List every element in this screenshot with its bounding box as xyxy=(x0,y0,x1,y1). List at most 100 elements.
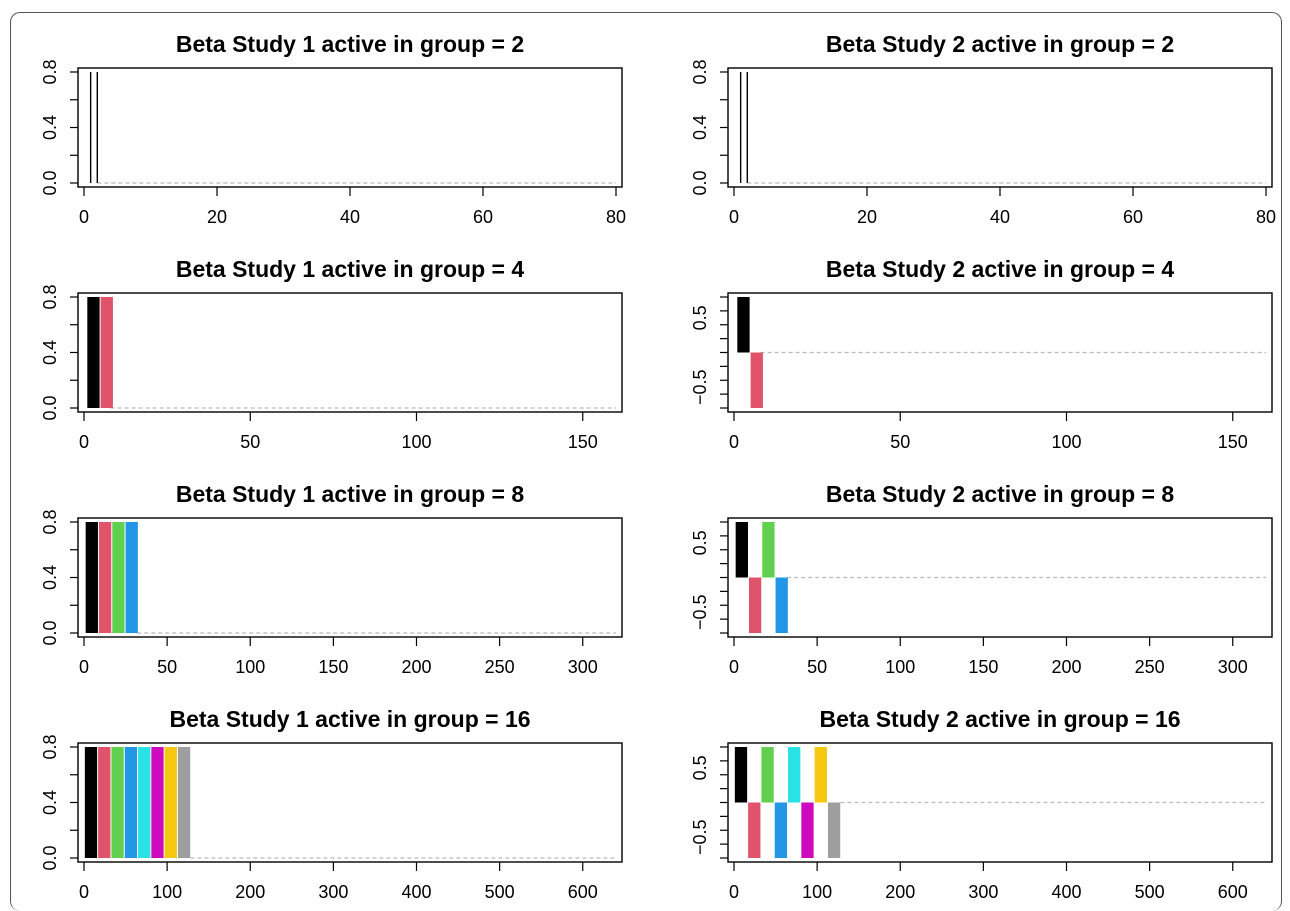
x-tick-label: 40 xyxy=(990,207,1010,227)
bar-group-1 xyxy=(89,72,92,183)
x-tick-label: 250 xyxy=(485,657,515,677)
y-tick-label: 0.0 xyxy=(40,170,60,195)
plot-frame xyxy=(77,292,623,413)
chart-title: Beta Study 1 active in group = 4 xyxy=(176,256,524,282)
x-tick-label: 150 xyxy=(1218,432,1248,452)
bar-group-2 xyxy=(100,297,113,408)
chart-title: Beta Study 1 active in group = 16 xyxy=(169,706,530,732)
x-tick-label: 200 xyxy=(885,882,915,902)
x-tick-label: 300 xyxy=(318,882,348,902)
plot-frame xyxy=(77,67,623,188)
x-tick-label: 150 xyxy=(318,657,348,677)
bar-group-4 xyxy=(775,577,788,633)
chart-title: Beta Study 2 active in group = 16 xyxy=(819,706,1180,732)
y-tick-label: 0.4 xyxy=(40,115,60,140)
bar-group-2 xyxy=(750,352,763,408)
bar-group-2 xyxy=(748,802,761,858)
y-tick-label: 0.5 xyxy=(690,755,710,780)
bar-group-7 xyxy=(164,747,177,858)
plot-frame xyxy=(77,517,623,638)
bar-group-3 xyxy=(111,747,124,858)
y-tick-label: 0.8 xyxy=(690,59,710,84)
x-tick-label: 200 xyxy=(1051,657,1081,677)
bar-group-2 xyxy=(746,72,748,183)
x-tick-label: 600 xyxy=(568,882,598,902)
x-tick-label: 60 xyxy=(1123,207,1143,227)
x-tick-label: 600 xyxy=(1218,882,1248,902)
x-tick-label: 0 xyxy=(729,207,739,227)
bar-group-1 xyxy=(85,522,98,633)
x-tick-label: 50 xyxy=(890,432,910,452)
chart-panel-3: Beta Study 1 active in group = 4 0 50 100 15… xyxy=(40,256,623,452)
bar-group-2 xyxy=(98,522,112,633)
x-tick-label: 100 xyxy=(235,657,265,677)
bar-group-3 xyxy=(762,522,775,578)
bar-group-3 xyxy=(112,522,125,633)
figure-frame xyxy=(10,12,1282,911)
x-tick-label: 500 xyxy=(1135,882,1165,902)
x-tick-label: 0 xyxy=(79,207,89,227)
y-tick-label: 0.8 xyxy=(40,284,60,309)
x-tick-label: 50 xyxy=(807,657,827,677)
bar-group-5 xyxy=(138,747,151,858)
chart-panel-7: Beta Study 1 active in group = 16 0 100 200… xyxy=(40,706,623,902)
bar-group-1 xyxy=(737,297,750,353)
bar-group-3 xyxy=(761,747,774,803)
chart-title: Beta Study 2 active in group = 8 xyxy=(826,481,1174,507)
y-tick-label: 0.5 xyxy=(690,530,710,555)
y-tick-label: −0.5 xyxy=(690,369,710,405)
x-tick-label: 300 xyxy=(568,657,598,677)
x-tick-label: 400 xyxy=(1051,882,1081,902)
x-tick-label: 60 xyxy=(473,207,493,227)
x-tick-label: 0 xyxy=(79,657,89,677)
bar-group-2 xyxy=(96,72,98,183)
bar-group-1 xyxy=(84,747,98,858)
bar-group-4 xyxy=(124,747,138,858)
x-tick-label: 0 xyxy=(729,657,739,677)
x-tick-label: 200 xyxy=(235,882,265,902)
bar-group-2 xyxy=(98,747,111,858)
bar-group-2 xyxy=(748,577,762,633)
bar-group-8 xyxy=(827,802,841,858)
x-tick-label: 100 xyxy=(1051,432,1081,452)
y-tick-label: 0.0 xyxy=(40,620,60,645)
x-tick-label: 0 xyxy=(729,432,739,452)
x-tick-label: 300 xyxy=(1218,657,1248,677)
bar-group-6 xyxy=(801,802,814,858)
x-tick-label: 0 xyxy=(79,882,89,902)
chart-title: Beta Study 2 active in group = 2 xyxy=(826,31,1174,57)
x-tick-label: 50 xyxy=(240,432,260,452)
x-tick-label: 100 xyxy=(802,882,832,902)
x-tick-label: 100 xyxy=(401,432,431,452)
x-tick-label: 50 xyxy=(157,657,177,677)
x-tick-label: 300 xyxy=(968,882,998,902)
chart-panel-2: Beta Study 2 active in group = 2 0 20 40 60 8… xyxy=(690,31,1276,227)
y-tick-label: 0.0 xyxy=(690,170,710,195)
x-tick-label: 100 xyxy=(885,657,915,677)
chart-panel-5: Beta Study 1 active in group = 8 0 50 100 15… xyxy=(40,481,623,677)
x-tick-label: 250 xyxy=(1135,657,1165,677)
plot-frame xyxy=(727,67,1273,188)
chart-title: Beta Study 2 active in group = 4 xyxy=(826,256,1174,282)
chart-panel-4: Beta Study 2 active in group = 4 0 50 100 15… xyxy=(690,256,1273,452)
y-tick-label: 0.4 xyxy=(40,340,60,365)
y-tick-label: 0.8 xyxy=(40,59,60,84)
chart-panel-1: Beta Study 1 active in group = 2 0 20 40 60 8… xyxy=(40,31,626,227)
x-tick-label: 20 xyxy=(857,207,877,227)
y-tick-label: 0.4 xyxy=(40,790,60,815)
y-tick-label: 0.0 xyxy=(40,845,60,870)
chart-panel-6: Beta Study 2 active in group = 8 0 50 100 15… xyxy=(690,481,1273,677)
bar-group-4 xyxy=(125,522,138,633)
y-tick-label: −0.5 xyxy=(690,819,710,855)
bar-group-4 xyxy=(774,802,788,858)
y-tick-label: 0.4 xyxy=(690,115,710,140)
bar-group-1 xyxy=(87,297,100,408)
chart-title: Beta Study 1 active in group = 8 xyxy=(176,481,524,507)
x-tick-label: 20 xyxy=(207,207,227,227)
y-tick-label: 0.8 xyxy=(40,734,60,759)
bar-group-5 xyxy=(788,747,801,803)
bar-group-1 xyxy=(734,747,748,803)
y-tick-label: 0.4 xyxy=(40,565,60,590)
x-tick-label: 0 xyxy=(729,882,739,902)
